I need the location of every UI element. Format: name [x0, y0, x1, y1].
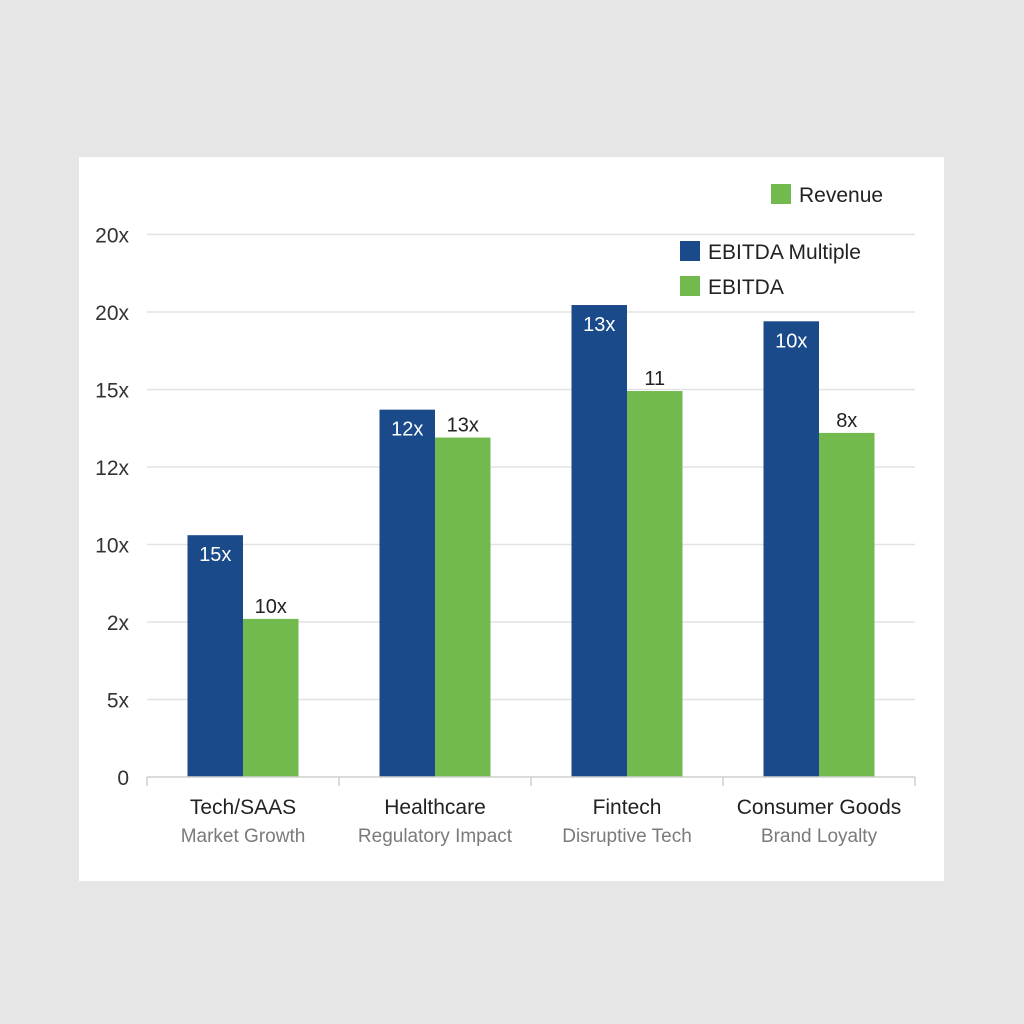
legend-label: Revenue [799, 184, 883, 207]
legend-label: EBITDA Multiple [708, 241, 861, 264]
x-category-label: Consumer Goods [737, 796, 902, 819]
y-tick-label: 10x [95, 535, 129, 558]
bar-ebitda-multiple [763, 321, 819, 777]
y-axis-ticks: 0 5x 2x 10x 12x 15x 20x 20x [95, 225, 129, 791]
data-label: 15x [199, 544, 231, 566]
x-category-sublabel: Disruptive Tech [562, 826, 692, 847]
data-label: 12x [391, 419, 423, 441]
bar-ebitda [243, 618, 299, 777]
bar-ebitda-multiple [379, 409, 435, 777]
x-axis: Tech/SAAS Market Growth Healthcare Regulato… [146, 776, 916, 847]
bar-ebitda-multiple [187, 535, 243, 777]
data-label: 13x [447, 415, 479, 437]
bar-ebitda [819, 432, 875, 777]
y-tick-label: 0 [117, 767, 129, 790]
legend-swatch [771, 184, 791, 204]
bar-ebitda [627, 391, 683, 777]
y-tick-label: 20x [95, 225, 129, 248]
data-label: 13x [583, 314, 615, 336]
x-category-sublabel: Market Growth [181, 826, 306, 847]
y-tick-label: 15x [95, 380, 129, 403]
x-category-sublabel: Brand Loyalty [761, 826, 878, 847]
legend-swatch [680, 241, 700, 261]
x-category-sublabel: Regulatory Impact [358, 826, 513, 847]
data-label: 8x [836, 410, 857, 432]
data-label: 10x [775, 330, 807, 352]
y-tick-label: 2x [107, 612, 130, 635]
legend-swatch [680, 276, 700, 296]
data-label: 10x [255, 596, 287, 618]
bars: 15x 10x 12x 13x 13x 11 10x 8x [187, 305, 875, 777]
legend: Revenue EBITDA Multiple EBITDA [680, 184, 883, 299]
y-tick-label: 12x [95, 457, 129, 480]
y-tick-label: 5x [107, 690, 130, 713]
y-tick-label: 20x [95, 302, 129, 325]
x-category-label: Healthcare [384, 796, 486, 819]
data-label: 11 [644, 368, 665, 390]
x-category-label: Fintech [593, 796, 662, 819]
bar-ebitda [435, 437, 491, 777]
bar-ebitda-multiple [571, 305, 627, 777]
legend-label: EBITDA [708, 276, 784, 299]
x-category-label: Tech/SAAS [190, 796, 296, 819]
